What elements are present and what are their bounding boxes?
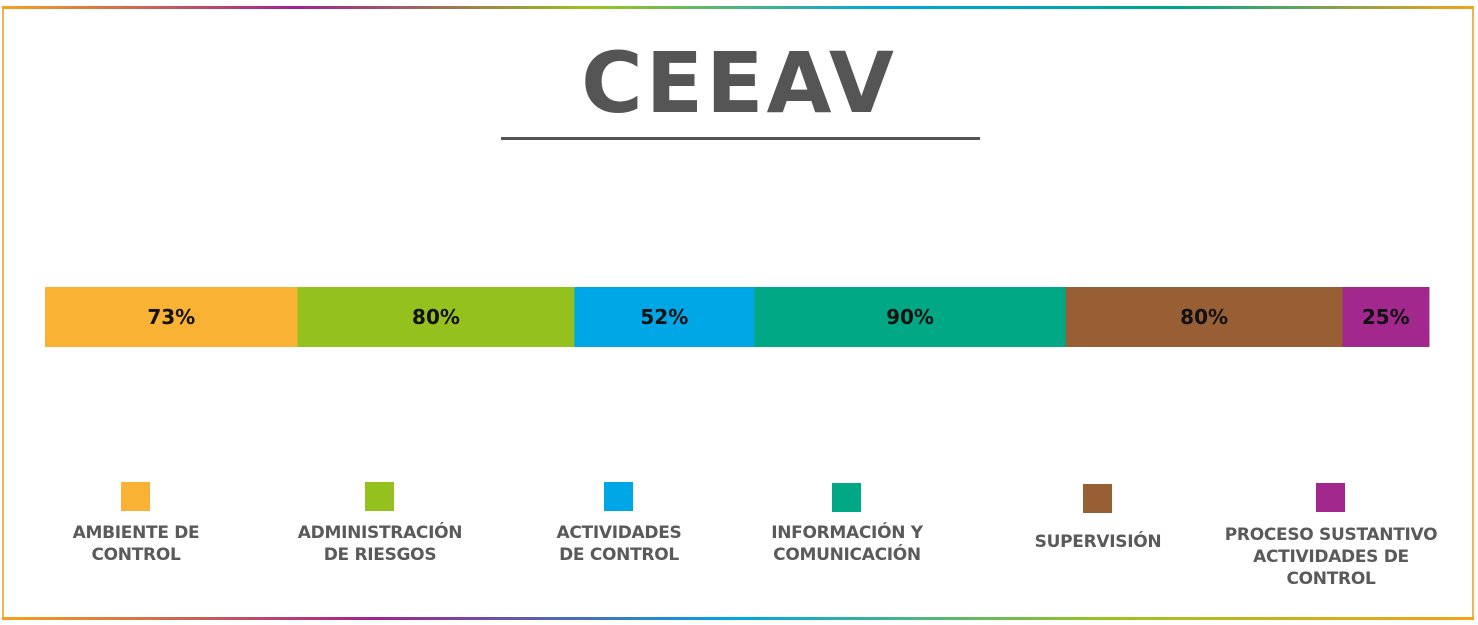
frame-top-border [2, 6, 1474, 9]
legend-label-4-line1: INFORMACIÓN Y [771, 523, 923, 543]
legend-label-3: ACTIVIDADES DE CONTROL [499, 522, 739, 566]
bar-data-label-3: 52% [640, 305, 688, 329]
legend-swatch-6 [1316, 483, 1345, 512]
bar-segment-5 [1065, 287, 1343, 347]
frame-bottom-border [2, 617, 1474, 620]
title-underline [501, 137, 980, 140]
legend-label-6-line2: ACTIVIDADES DE [1253, 547, 1409, 567]
legend-label-6: PROCESO SUSTANTIVO ACTIVIDADES DE CONTROL [1211, 524, 1451, 590]
legend-swatch-3 [604, 482, 633, 511]
legend-label-3-line2: DE CONTROL [559, 545, 679, 565]
legend-label-1: AMBIENTE DE CONTROL [16, 522, 256, 566]
legend-label-2-line1: ADMINISTRACIÓN [297, 523, 463, 543]
legend-label-4-line2: COMUNICACIÓN [773, 545, 921, 565]
legend-label-1-line1: AMBIENTE DE [72, 523, 200, 543]
bar-segment-6 [1342, 287, 1430, 347]
bar-data-label-6: 25% [1362, 305, 1410, 329]
bar-segment-1 [45, 287, 299, 347]
legend-label-6-line1: PROCESO SUSTANTIVO [1224, 525, 1438, 545]
legend-label-5-line1: SUPERVISIÓN [1034, 532, 1162, 552]
legend-label-3-line1: ACTIVIDADES [556, 523, 682, 543]
bar-segment-2 [297, 287, 575, 347]
legend-swatch-5 [1083, 484, 1112, 513]
bar-segment-3 [574, 287, 755, 347]
bar-data-label-2: 80% [412, 305, 460, 329]
legend-label-6-line3: CONTROL [1286, 569, 1376, 589]
legend-swatch-2 [365, 482, 394, 511]
legend-label-1-line2: CONTROL [91, 545, 181, 565]
legend-label-4: INFORMACIÓN Y COMUNICACIÓN [727, 522, 967, 566]
bar-segment-4 [754, 287, 1067, 347]
bar-data-label-4: 90% [886, 305, 934, 329]
legend-swatch-4 [832, 483, 861, 512]
legend-label-2: ADMINISTRACIÓN DE RIESGOS [260, 522, 500, 566]
legend-label-2-line2: DE RIESGOS [323, 545, 437, 565]
legend-label-5: SUPERVISIÓN [978, 531, 1218, 553]
bar-data-label-5: 80% [1180, 305, 1228, 329]
bar-data-label-1: 73% [147, 305, 195, 329]
legend-swatch-1 [121, 482, 150, 511]
chart-title: CEEAV [581, 34, 897, 132]
